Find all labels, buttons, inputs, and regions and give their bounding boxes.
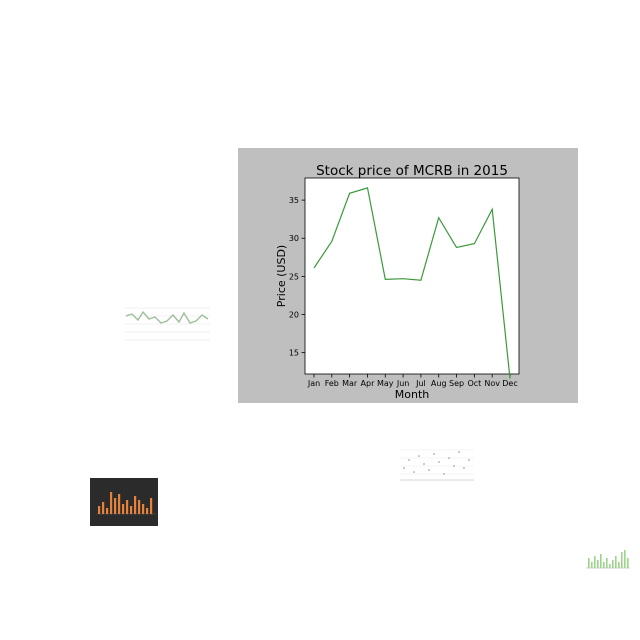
y-axis-label: Price (USD) [275, 245, 288, 307]
x-tick-label: Apr [361, 379, 376, 388]
y-tick-label: 35 [289, 196, 299, 205]
x-tick-label: Feb [325, 379, 339, 388]
plot-area [304, 177, 520, 375]
chart-title: Stock price of MCRB in 2015 [316, 163, 508, 179]
x-tick-label: Oct [467, 379, 481, 388]
stock-price-line-chart: Stock price of MCRB in 2015 Month Price … [238, 148, 578, 403]
x-tick-label: Mar [342, 379, 358, 388]
y-tick-label: 25 [289, 272, 299, 281]
thumbnail-line-chart [112, 298, 212, 360]
thumbnail-green-bar-chart [582, 538, 632, 574]
y-axis-ticks: 15 20 25 30 35 [289, 196, 305, 358]
x-axis-label: Month [395, 388, 430, 401]
x-axis-ticks: Jan Feb Mar Apr May Jun Jul Aug Sep Oct Nov Dec [307, 374, 518, 388]
thumbnail-scatter-chart [392, 438, 476, 488]
x-tick-label: Nov [484, 379, 500, 388]
x-tick-label: Jan [307, 379, 320, 388]
x-tick-label: Aug [431, 379, 447, 388]
series-line [313, 187, 511, 379]
x-tick-label: May [377, 379, 394, 388]
y-tick-label: 20 [289, 311, 299, 320]
x-tick-label: Jul [415, 379, 426, 388]
x-tick-label: Sep [449, 379, 464, 388]
thumbnail-bar-chart-dark [90, 478, 158, 526]
y-tick-label: 30 [289, 234, 299, 243]
x-tick-label: Jun [396, 379, 410, 388]
y-tick-label: 15 [289, 349, 299, 358]
x-tick-label: Dec [502, 379, 517, 388]
